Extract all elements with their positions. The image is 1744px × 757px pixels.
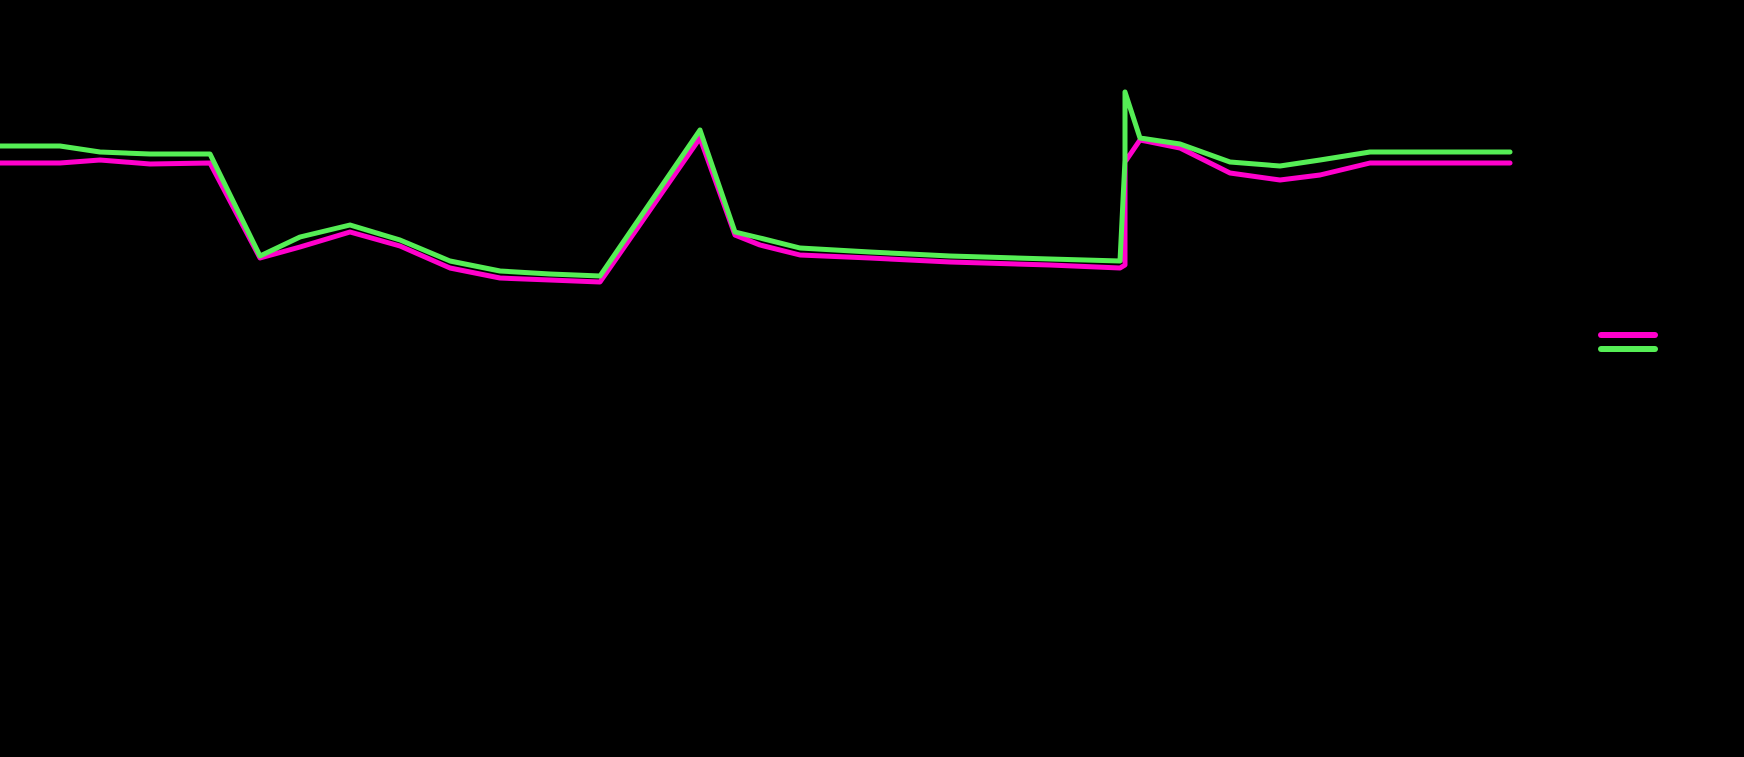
legend-swatch-1 bbox=[1598, 346, 1658, 352]
series-green bbox=[0, 92, 1510, 276]
legend-item-0 bbox=[1598, 332, 1664, 338]
legend-swatch-0 bbox=[1598, 332, 1658, 338]
legend-item-1 bbox=[1598, 346, 1664, 352]
chart-svg bbox=[0, 0, 1744, 757]
series-magenta bbox=[0, 138, 1510, 282]
chart-canvas bbox=[0, 0, 1744, 757]
legend bbox=[1598, 332, 1664, 360]
